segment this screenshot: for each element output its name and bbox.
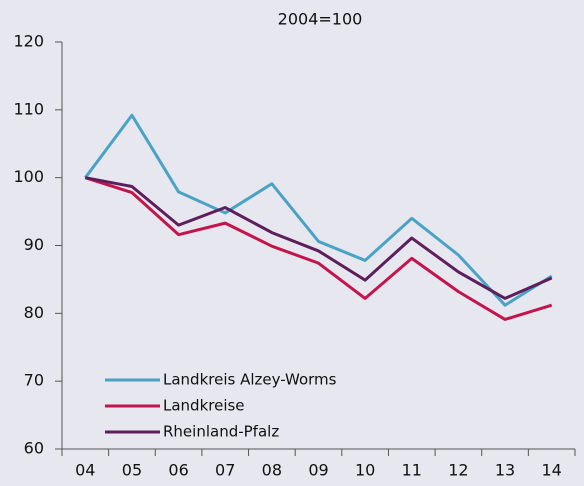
x-tick-label: 06 (168, 461, 188, 480)
legend-label: Landkreis Alzey-Worms (163, 371, 337, 389)
x-tick-label: 08 (262, 461, 282, 480)
y-tick-label: 100 (13, 167, 44, 186)
x-tick-label: 11 (402, 461, 422, 480)
x-tick-label: 04 (75, 461, 95, 480)
x-tick-label: 05 (122, 461, 142, 480)
y-tick-label: 60 (24, 439, 44, 458)
x-tick-label: 12 (448, 461, 468, 480)
chart-title: 2004=100 (278, 10, 363, 29)
x-tick-label: 09 (308, 461, 328, 480)
x-tick-label: 07 (215, 461, 235, 480)
y-tick-label: 120 (13, 32, 44, 51)
y-tick-label: 80 (24, 303, 44, 322)
series-line (84, 176, 553, 321)
series-line (85, 176, 553, 300)
y-tick-label: 110 (13, 99, 44, 118)
legend-label: Rheinland-Pfalz (163, 423, 279, 441)
y-tick-label: 70 (24, 371, 44, 390)
x-tick-label: 10 (355, 461, 375, 480)
legend-label: Landkreise (163, 397, 245, 415)
y-tick-label: 90 (24, 235, 44, 254)
x-tick-label: 14 (542, 461, 562, 480)
series-line (84, 113, 553, 307)
x-tick-label: 13 (495, 461, 515, 480)
